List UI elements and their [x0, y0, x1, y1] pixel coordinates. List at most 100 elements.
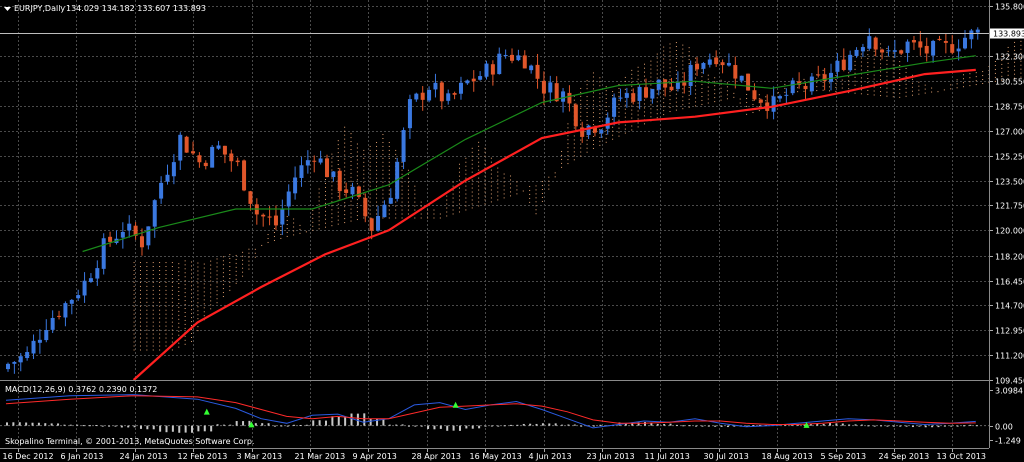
- cloud-dot: [605, 90, 607, 92]
- bull-candle: [414, 93, 419, 100]
- cloud-dot: [318, 228, 320, 230]
- cloud-dot: [746, 113, 748, 115]
- cloud-dot: [1014, 45, 1016, 47]
- cloud-dot: [592, 96, 594, 98]
- time-tick-label: 3 Mar 2013: [237, 452, 283, 461]
- bull-candle: [171, 162, 176, 177]
- cloud-dot: [465, 165, 467, 167]
- cloud-dot: [344, 202, 346, 204]
- cloud-dot: [344, 126, 346, 128]
- cloud-dot: [133, 321, 135, 323]
- cloud-dot: [592, 80, 594, 82]
- bear-candle: [592, 127, 597, 133]
- cloud-dot: [178, 271, 180, 273]
- cloud-dot: [331, 153, 333, 155]
- cloud-dot: [554, 176, 556, 178]
- cloud-dot: [293, 222, 295, 224]
- cloud-dot: [529, 193, 531, 195]
- cloud-dot: [356, 147, 358, 149]
- cloud-dot: [159, 329, 161, 331]
- cloud-dot: [388, 205, 390, 207]
- cloud-dot: [363, 149, 365, 151]
- cloud-dot: [599, 93, 601, 95]
- cloud-dot: [490, 193, 492, 195]
- cloud-dot: [682, 64, 684, 66]
- bear-candle: [841, 59, 846, 70]
- cloud-dot: [605, 94, 607, 96]
- cloud-dot: [631, 69, 633, 71]
- cloud-dot: [184, 264, 186, 266]
- cloud-dot: [184, 312, 186, 314]
- cloud-dot: [356, 211, 358, 213]
- cloud-dot: [892, 60, 894, 62]
- cloud-dot: [867, 54, 869, 56]
- cloud-dot: [1001, 67, 1003, 69]
- cloud-dot: [669, 107, 671, 109]
- cloud-dot: [325, 198, 326, 200]
- cloud-dot: [165, 321, 167, 323]
- cloud-dot: [299, 232, 301, 234]
- cloud-dot: [669, 99, 671, 101]
- cloud-dot: [905, 87, 907, 89]
- cloud-dot: [356, 179, 358, 181]
- cloud-dot: [210, 272, 212, 274]
- cloud-dot: [867, 74, 869, 76]
- cloud-dot: [880, 43, 882, 45]
- chevron-down-icon[interactable]: [4, 7, 11, 11]
- cloud-dot: [363, 157, 365, 159]
- cloud-dot: [599, 85, 601, 87]
- cloud-dot: [159, 281, 161, 283]
- cloud-dot: [203, 283, 205, 285]
- cloud-dot: [1007, 74, 1009, 76]
- cloud-dot: [191, 281, 193, 283]
- cloud-dot: [644, 67, 645, 69]
- macd-histogram-bar: [395, 424, 398, 426]
- cloud-dot: [337, 195, 339, 197]
- bull-candle: [599, 130, 604, 134]
- cloud-dot: [848, 80, 850, 82]
- cloud-dot: [592, 120, 594, 122]
- cloud-dot: [637, 114, 639, 116]
- cloud-dot: [222, 256, 224, 258]
- price-tick-label: 109.450: [995, 377, 1024, 386]
- cloud-dot: [350, 145, 352, 147]
- cloud-dot: [854, 64, 856, 66]
- cloud-dot: [152, 329, 154, 331]
- cloud-dot: [490, 189, 492, 191]
- bull-candle: [963, 37, 967, 49]
- cloud-dot: [618, 123, 620, 125]
- cloud-dot: [535, 185, 537, 187]
- cloud-dot: [471, 167, 473, 169]
- cloud-dot: [184, 327, 186, 329]
- bear-candle: [943, 40, 948, 43]
- cloud-dot: [184, 339, 186, 341]
- macd-histogram-bar: [414, 425, 417, 427]
- cloud-dot: [382, 177, 384, 179]
- cloud-dot: [516, 189, 518, 191]
- cloud-dot: [197, 286, 199, 288]
- cloud-dot: [624, 88, 626, 90]
- cloud-dot: [293, 226, 295, 228]
- cloud-dot: [363, 189, 365, 191]
- cloud-dot: [752, 104, 754, 106]
- cloud-dot: [471, 171, 473, 173]
- cloud-dot: [765, 100, 767, 102]
- cloud-dot: [1007, 70, 1009, 72]
- macd-histogram-bar: [937, 425, 940, 428]
- cloud-dot: [331, 217, 333, 219]
- bull-candle: [656, 79, 661, 90]
- cloud-dot: [184, 304, 186, 306]
- bull-candle: [637, 87, 642, 101]
- cloud-dot: [235, 274, 237, 276]
- macd-histogram-bar: [924, 425, 927, 428]
- cloud-dot: [650, 104, 652, 106]
- cloud-dot: [222, 292, 224, 294]
- cloud-dot: [171, 341, 173, 343]
- cloud-dot: [369, 193, 371, 195]
- cloud-dot: [178, 263, 180, 265]
- cloud-dot: [356, 215, 358, 217]
- cloud-dot: [286, 227, 288, 229]
- cloud-dot: [541, 196, 543, 198]
- cloud-dot: [242, 271, 244, 273]
